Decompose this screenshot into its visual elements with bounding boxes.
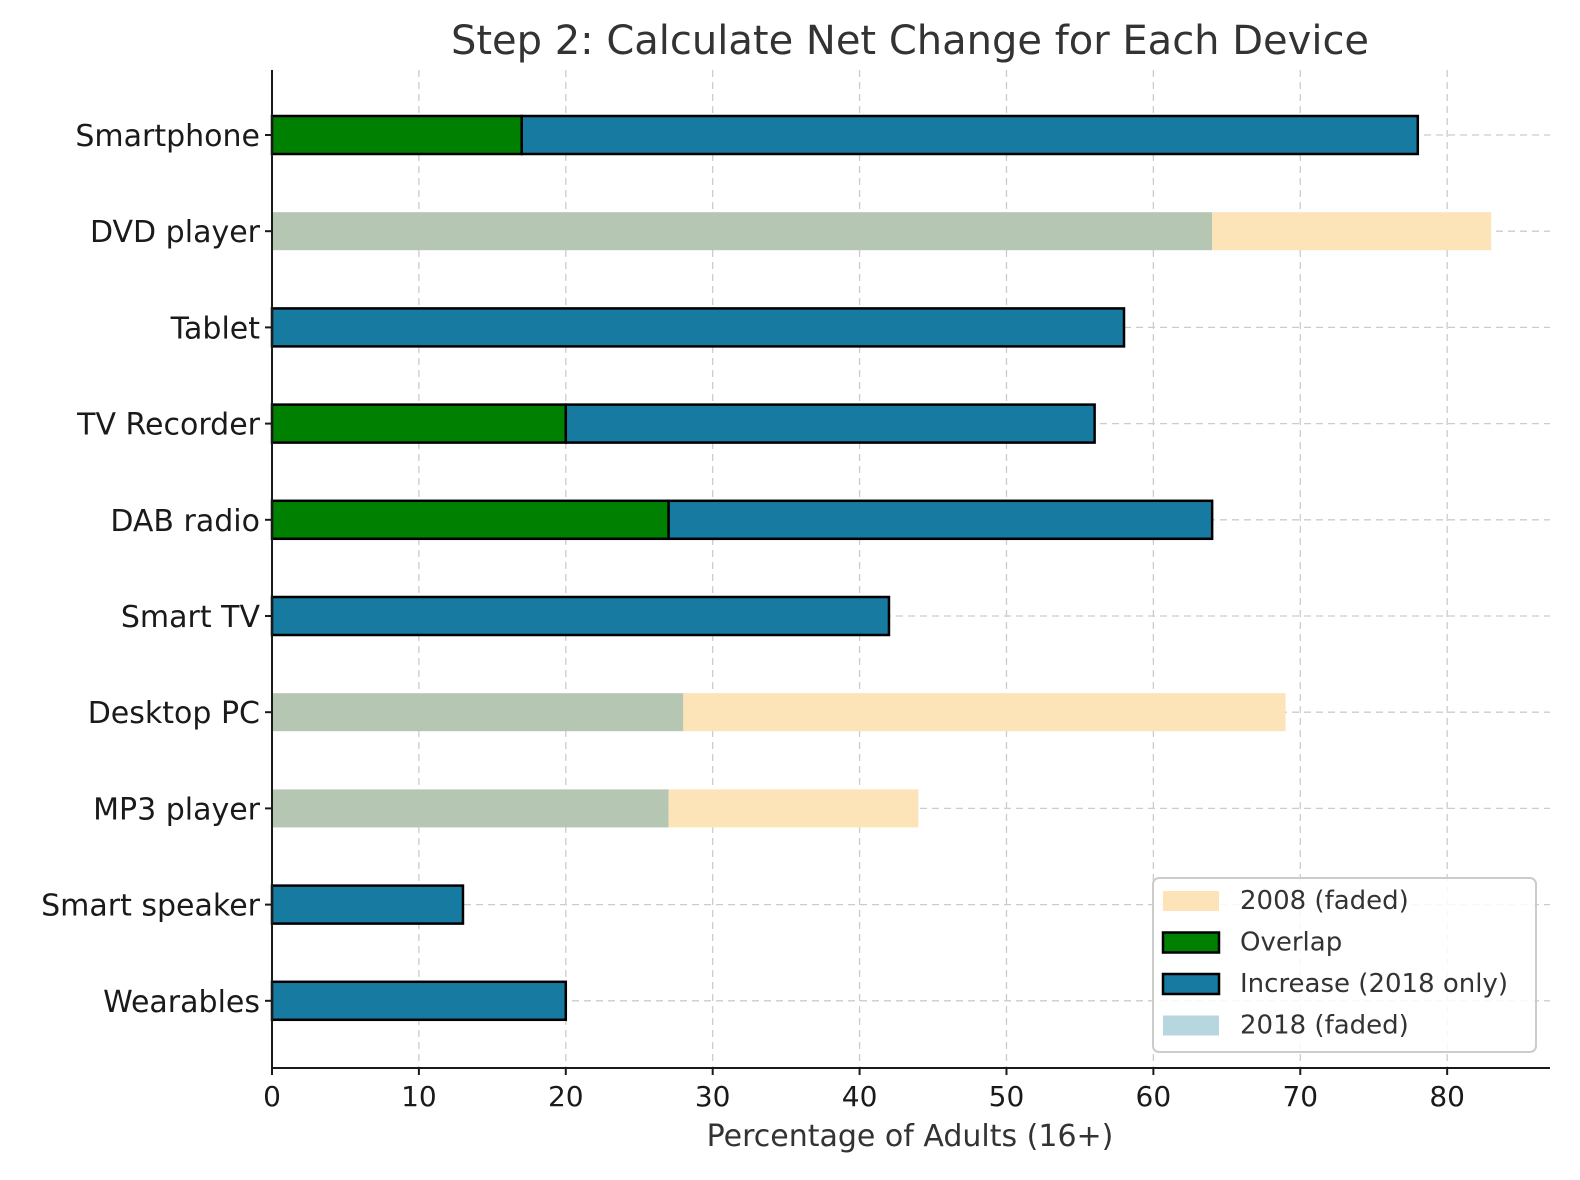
y-tick-label: Smart speaker	[41, 889, 261, 924]
legend-swatch	[1163, 1015, 1219, 1036]
bar-overlap	[270, 499, 670, 541]
y-tick-label: Smartphone	[75, 119, 260, 154]
chart-title: Step 2: Calculate Net Change for Each De…	[451, 18, 1369, 64]
bar-increase	[270, 595, 891, 637]
bar-increase	[270, 307, 1126, 348]
x-tick-label: 30	[695, 1080, 731, 1113]
bar-2008-faded	[683, 693, 1286, 732]
x-tick-label: 60	[1136, 1080, 1172, 1113]
legend-frame	[1152, 877, 1537, 1053]
y-tick-label: Wearables	[103, 985, 260, 1020]
bar-increase	[270, 980, 568, 1022]
bar-increase	[564, 403, 1096, 444]
bar-faded-overlap	[272, 693, 684, 732]
bar-faded-overlap	[272, 212, 1213, 251]
y-tick-label: MP3 player	[93, 792, 261, 827]
bar-overlap	[270, 403, 568, 444]
legend-label: 2018 (faded)	[1240, 1011, 1409, 1041]
x-tick-label: 20	[548, 1080, 584, 1113]
y-tick-label: DVD player	[90, 215, 261, 250]
bar-overlap	[270, 114, 523, 156]
legend-label: Increase (2018 only)	[1240, 969, 1508, 999]
y-tick-label: Smart TV	[121, 600, 261, 635]
bar-increase	[520, 114, 1420, 156]
y-tick-label: TV Recorder	[76, 408, 260, 443]
legend-swatch	[1161, 931, 1221, 954]
bar-2008-faded	[668, 789, 919, 828]
x-axis-label: Percentage of Adults (16+)	[707, 1119, 1114, 1154]
legend-swatch	[1163, 891, 1219, 911]
y-tick-label: Desktop PC	[88, 696, 260, 731]
legend-swatch	[1161, 972, 1221, 996]
y-tick-label: DAB radio	[110, 504, 260, 539]
legend-label: Overlap	[1240, 928, 1342, 958]
x-tick-label: 0	[263, 1080, 281, 1113]
bar-increase	[270, 884, 465, 925]
bar-increase	[667, 499, 1214, 541]
legend-label: 2008 (faded)	[1240, 886, 1409, 916]
x-tick-label: 80	[1429, 1080, 1465, 1113]
x-tick-label: 40	[842, 1080, 878, 1113]
x-tick-label: 10	[401, 1080, 437, 1113]
bar-2008-faded	[1212, 212, 1492, 251]
x-tick-label: 70	[1282, 1080, 1318, 1113]
legend: 2008 (faded) Overlap Increase (2018 only) 2…	[1152, 877, 1537, 1053]
y-tick-labels: Smartphone DVD player Tablet TV Recorder DAB…	[41, 119, 272, 1020]
bar-faded-overlap	[272, 789, 669, 828]
x-tick-labels: 0 10 20 30 40 50 60 70 80	[263, 1068, 1465, 1113]
y-tick-label: Tablet	[170, 311, 261, 346]
bars	[270, 114, 1492, 1022]
x-tick-label: 50	[989, 1080, 1025, 1113]
